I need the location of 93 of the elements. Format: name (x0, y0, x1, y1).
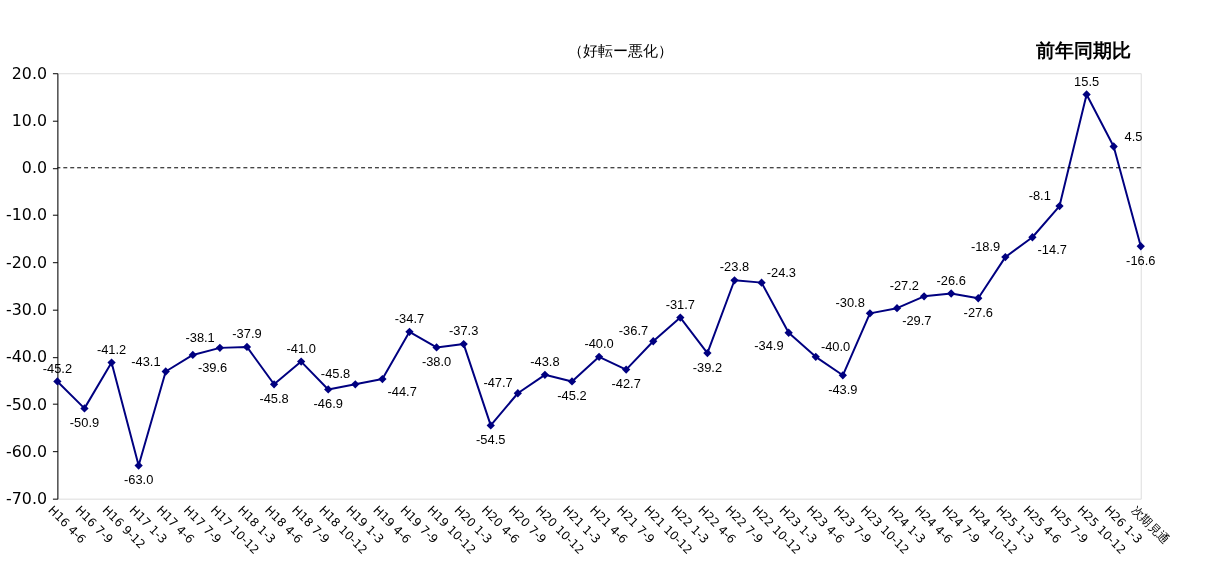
data-label: -38.0 (421, 354, 452, 370)
data-label: -40.0 (820, 338, 851, 354)
point (892, 304, 902, 313)
point (324, 385, 333, 394)
point (919, 292, 929, 301)
data-label: -43.9 (828, 382, 858, 398)
y-tick-label: 0.0 (21, 158, 47, 178)
data-label: -39.2 (692, 359, 723, 375)
point (703, 348, 712, 358)
data-label: -44.7 (387, 383, 417, 399)
chart-title: 前年同期比 (1034, 40, 1131, 62)
point (1109, 142, 1118, 151)
data-label: -27.6 (963, 305, 993, 321)
point (351, 380, 360, 389)
point (622, 365, 631, 374)
point (188, 350, 197, 360)
point (838, 371, 847, 380)
data-label: -34.9 (754, 337, 784, 353)
data-label: -45.8 (259, 391, 289, 407)
point (865, 309, 875, 318)
data-label: -14.7 (1037, 242, 1067, 258)
point (432, 343, 441, 352)
point (297, 357, 306, 366)
point (1001, 252, 1010, 262)
point (784, 328, 793, 337)
data-label: -39.6 (197, 359, 228, 375)
point (1136, 242, 1145, 251)
data-label: -54.5 (476, 432, 506, 448)
point (161, 367, 170, 376)
point (80, 404, 89, 413)
y-tick-label: -10.0 (6, 205, 47, 225)
data-label: -36.7 (618, 323, 649, 339)
data-label: -63.0 (123, 472, 154, 488)
point (540, 370, 550, 379)
point (53, 377, 62, 386)
point (269, 380, 279, 389)
point (974, 294, 983, 303)
y-tick-label: -70.0 (6, 489, 47, 509)
data-label: -29.7 (902, 312, 932, 328)
point (757, 278, 766, 287)
data-label: -26.6 (936, 272, 966, 288)
data-label: -18.9 (970, 239, 1001, 255)
point (947, 289, 956, 298)
y-tick-label: -50.0 (6, 394, 47, 414)
data-label: 15.5 (1074, 73, 1100, 89)
y-tick-label: 20.0 (11, 63, 47, 83)
data-label: -40.0 (584, 335, 614, 351)
point (730, 276, 739, 285)
data-label: -50.9 (69, 415, 100, 431)
data-label: -41.0 (286, 340, 316, 356)
point (811, 352, 820, 361)
data-label: -38.1 (185, 329, 215, 345)
point (405, 327, 414, 336)
data-label: -37.3 (449, 323, 479, 339)
data-label: -42.7 (611, 376, 641, 392)
data-label: -24.3 (766, 264, 797, 280)
y-tick-label: 10.0 (11, 110, 47, 130)
data-label: -47.7 (483, 375, 513, 391)
point (513, 389, 522, 398)
data-label: -43.8 (530, 353, 560, 369)
point (1055, 201, 1064, 211)
point (378, 374, 387, 384)
point (107, 358, 116, 367)
point (594, 352, 604, 361)
point (215, 343, 225, 353)
point (1082, 90, 1091, 99)
data-label: -37.9 (232, 326, 262, 342)
point (649, 337, 658, 346)
point (134, 461, 143, 470)
data-label: -8.1 (1028, 188, 1051, 204)
data-label: -31.7 (665, 296, 695, 312)
data-label: 4.5 (1124, 128, 1143, 144)
point (1028, 233, 1037, 242)
point (486, 421, 495, 430)
y-tick-label: -30.0 (6, 300, 47, 320)
data-label: -45.2 (557, 388, 587, 404)
y-tick-label: -40.0 (6, 347, 47, 367)
y-tick-label: -60.0 (6, 441, 47, 461)
data-label: -45.8 (320, 366, 351, 382)
data-label: -23.8 (719, 259, 750, 275)
point (676, 313, 685, 322)
data-label: -34.7 (394, 310, 425, 326)
data-label: -16.6 (1126, 253, 1156, 269)
point (242, 342, 252, 352)
data-label: -27.2 (889, 278, 919, 294)
point (459, 339, 468, 349)
y-tick-label: -20.0 (6, 252, 47, 272)
chart-subtitle: （好転ー悪化） (568, 42, 674, 60)
data-label: -43.1 (131, 353, 161, 369)
point (567, 377, 577, 386)
data-label: -46.9 (313, 396, 343, 412)
data-label: -41.2 (96, 341, 127, 357)
data-label: -30.8 (835, 295, 865, 311)
